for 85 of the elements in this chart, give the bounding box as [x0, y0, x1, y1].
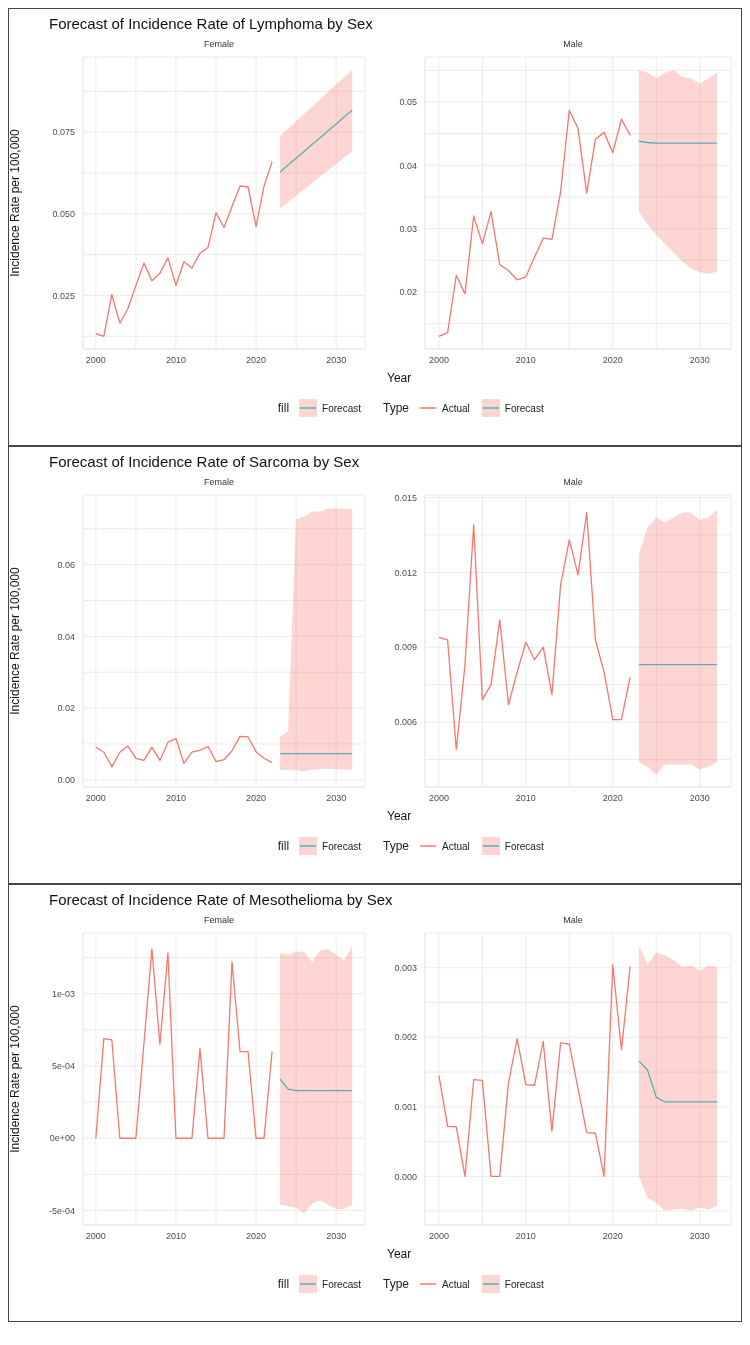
- legend-label: Forecast: [322, 402, 361, 414]
- y-axis-title: Incidence Rate per 100,000: [8, 566, 23, 715]
- chart-subtitle: Male: [562, 915, 584, 927]
- y-tick-label: -5e-04: [48, 1205, 75, 1216]
- y-tick-label: 5e-04: [51, 1061, 75, 1072]
- x-tick-label: 2000: [428, 355, 449, 366]
- legend-title: Type: [383, 839, 410, 853]
- x-tick-label: 2010: [515, 1231, 536, 1242]
- x-tick-label: 2030: [689, 793, 710, 804]
- x-tick-label: 2020: [246, 793, 267, 804]
- y-tick-label: 0.05: [399, 97, 417, 108]
- y-tick-label: 1e-03: [51, 988, 75, 999]
- x-tick-label: 2010: [515, 355, 536, 366]
- legend-label: Actual: [442, 1278, 470, 1290]
- y-tick-label: 0.001: [394, 1102, 417, 1112]
- legend-label: Actual: [442, 840, 470, 852]
- x-tick-label: 2020: [246, 1231, 267, 1242]
- chart-title: Forecast of Incidence Rate of Mesothelioma by Sex: [49, 891, 393, 908]
- chart-subtitle: Male: [562, 39, 584, 51]
- line-series: [438, 511, 631, 751]
- x-axis-title: Year: [386, 809, 413, 825]
- line-series: [638, 1060, 718, 1103]
- y-tick-label: 0.012: [394, 567, 417, 578]
- x-tick-label: 2020: [246, 355, 267, 366]
- x-tick-label: 2030: [689, 355, 710, 366]
- chart-subtitle: Male: [562, 477, 584, 489]
- legend-label: Forecast: [504, 402, 544, 414]
- line-series: [438, 964, 631, 1177]
- y-tick-label: 0.075: [52, 127, 75, 138]
- y-tick-label: 0.04: [399, 160, 417, 171]
- y-tick-label: 0.04: [57, 631, 75, 642]
- x-tick-label: 2000: [428, 1231, 449, 1242]
- legend-title: fill: [277, 401, 290, 415]
- x-axis-title: Year: [386, 371, 413, 387]
- x-tick-label: 2030: [326, 793, 347, 804]
- x-tick-label: 2020: [602, 793, 623, 804]
- y-tick-label: 0.003: [394, 962, 417, 973]
- x-tick-label: 2030: [326, 355, 347, 366]
- legend-title: fill: [277, 839, 290, 853]
- line-series: [95, 735, 273, 768]
- x-tick-label: 2010: [165, 355, 186, 366]
- legend-label: Forecast: [322, 1278, 361, 1290]
- y-tick-label: 0e+00: [49, 1133, 75, 1144]
- x-tick-label: 2010: [515, 793, 536, 804]
- x-tick-label: 2020: [602, 1231, 623, 1242]
- y-tick-label: 0.03: [399, 223, 417, 234]
- line-series: [438, 109, 631, 337]
- legend-title: fill: [277, 1277, 290, 1291]
- y-tick-label: 0.025: [52, 290, 75, 301]
- y-tick-label: 0.06: [57, 559, 75, 570]
- line-series: [95, 948, 273, 1139]
- y-tick-label: 0.02: [399, 287, 417, 298]
- x-axis-title: Year: [386, 1247, 413, 1263]
- chart-subtitle: Female: [203, 477, 235, 489]
- y-axis-title: Incidence Rate per 100,000: [8, 1004, 23, 1153]
- x-tick-label: 2030: [689, 1231, 710, 1242]
- y-tick-label: 0.02: [57, 703, 75, 714]
- x-tick-label: 2020: [602, 355, 623, 366]
- y-tick-label: 0.002: [394, 1032, 417, 1043]
- chart-title: Forecast of Incidence Rate of Lymphoma by Sex: [49, 15, 373, 32]
- legend-title: Type: [383, 401, 410, 415]
- y-tick-label: 0.050: [52, 208, 75, 219]
- y-tick-label: 0.00: [57, 775, 75, 786]
- y-axis-title: Incidence Rate per 100,000: [8, 128, 23, 277]
- legend-label: Forecast: [504, 840, 544, 852]
- y-tick-label: 0.015: [394, 492, 417, 503]
- x-tick-label: 2000: [85, 793, 106, 804]
- legend-title: Type: [383, 1277, 410, 1291]
- x-tick-label: 2000: [85, 355, 106, 366]
- x-tick-label: 2010: [165, 1231, 186, 1242]
- legend-label: Forecast: [504, 1278, 544, 1290]
- x-tick-label: 2000: [428, 793, 449, 804]
- chart-title: Forecast of Incidence Rate of Sarcoma by Sex: [49, 453, 360, 470]
- legend-label: Actual: [442, 402, 470, 414]
- y-tick-label: 0.000: [394, 1171, 417, 1182]
- x-tick-label: 2000: [85, 1231, 106, 1242]
- y-tick-label: 0.009: [394, 642, 417, 653]
- x-tick-label: 2010: [165, 793, 186, 804]
- y-tick-label: 0.006: [394, 717, 417, 728]
- chart-subtitle: Female: [203, 39, 235, 51]
- chart-subtitle: Female: [203, 915, 235, 927]
- legend-label: Forecast: [322, 840, 361, 852]
- line-series: [279, 109, 353, 173]
- line-series: [95, 161, 273, 337]
- x-tick-label: 2030: [326, 1231, 347, 1242]
